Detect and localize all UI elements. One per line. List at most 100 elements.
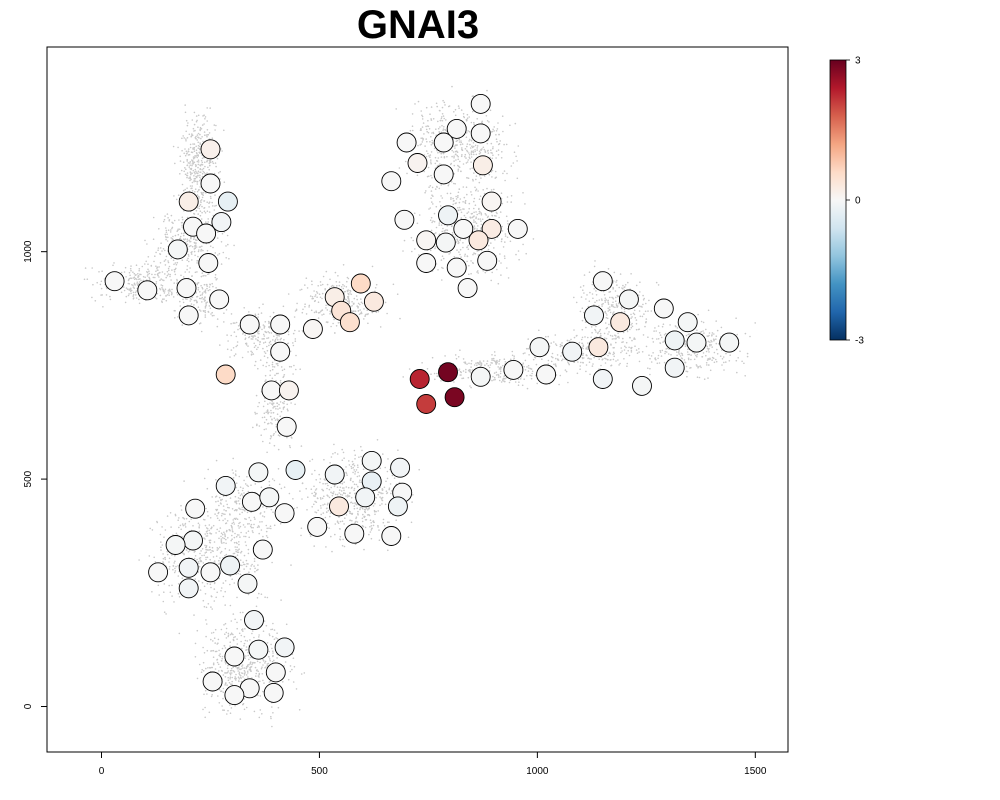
background-cell [458,201,461,204]
background-cell [343,285,346,287]
background-cell [196,271,198,273]
background-cell [430,119,433,121]
background-cell [216,591,218,594]
background-cell [266,349,269,352]
background-cell [441,266,443,269]
background-cell [638,348,640,350]
background-cell [516,177,519,180]
background-cell [189,267,191,269]
background-cell [517,145,520,147]
background-cell [185,168,187,171]
background-cell [458,251,460,253]
background-cell [288,365,291,368]
background-cell [486,362,488,365]
background-cell [294,310,297,312]
background-cell [426,140,428,143]
background-cell [217,231,219,233]
background-cell [287,333,290,336]
background-cell [156,521,159,524]
background-cell [644,310,647,313]
background-cell [579,368,581,371]
background-cell [203,200,205,202]
background-cell [353,505,356,507]
background-cell [386,477,389,480]
background-cell [193,150,196,152]
background-cell [289,350,292,353]
background-cell [263,421,266,424]
background-cell [243,563,245,566]
background-cell [187,551,190,553]
background-cell [187,257,189,260]
background-cell [185,140,187,142]
background-cell [272,339,274,341]
background-cell [270,628,272,631]
background-cell [432,118,435,120]
background-cell [202,646,204,649]
background-cell [374,287,377,289]
background-cell [222,709,224,711]
background-cell [273,629,276,631]
background-cell [282,402,284,404]
background-cell [249,663,251,665]
background-cell [620,351,622,354]
background-cell [441,124,443,127]
background-cell [164,264,167,266]
background-cell [631,339,633,342]
background-cell [198,565,201,568]
background-cell [611,338,614,340]
background-cell [263,660,265,662]
background-cell [491,176,493,178]
background-cell [176,291,178,294]
background-cell [245,544,247,547]
background-cell [177,575,180,577]
background-cell [191,163,194,165]
background-cell [130,277,133,280]
background-cell [567,381,569,384]
background-cell [331,494,334,497]
background-cell [207,166,209,169]
background-cell [196,190,199,193]
background-cell [219,344,221,346]
background-cell [433,220,436,223]
background-cell [127,282,130,285]
background-cell [300,445,303,447]
background-cell [203,652,206,654]
background-cell [138,278,140,281]
background-cell [355,517,357,520]
background-cell [313,545,316,547]
background-cell [421,114,423,117]
background-cell [273,432,275,435]
background-cell [473,221,475,223]
background-cell [424,191,426,194]
background-cell [587,348,589,350]
background-cell [468,130,471,133]
background-cell [229,583,231,586]
background-cell [208,168,210,171]
background-cell [177,146,179,149]
background-cell [313,485,315,488]
background-cell [184,238,187,240]
background-cell [406,172,408,175]
background-cell [440,259,443,261]
background-cell [428,175,430,177]
background-cell [565,370,568,373]
background-cell [197,144,200,147]
background-cell [207,221,209,223]
background-cell [206,160,208,163]
background-cell [504,361,507,363]
background-cell [275,408,277,410]
background-cell [200,284,202,287]
background-cell [220,660,223,662]
background-cell [374,502,376,505]
background-cell [167,236,169,239]
background-cell [501,151,503,153]
background-cell [198,207,201,210]
background-cell [223,644,226,647]
background-cell [189,240,192,243]
background-cell [492,154,494,156]
background-cell [351,301,353,303]
background-cell [287,330,290,333]
background-cell [242,561,244,564]
background-cell [470,156,473,158]
background-cell [353,302,355,305]
